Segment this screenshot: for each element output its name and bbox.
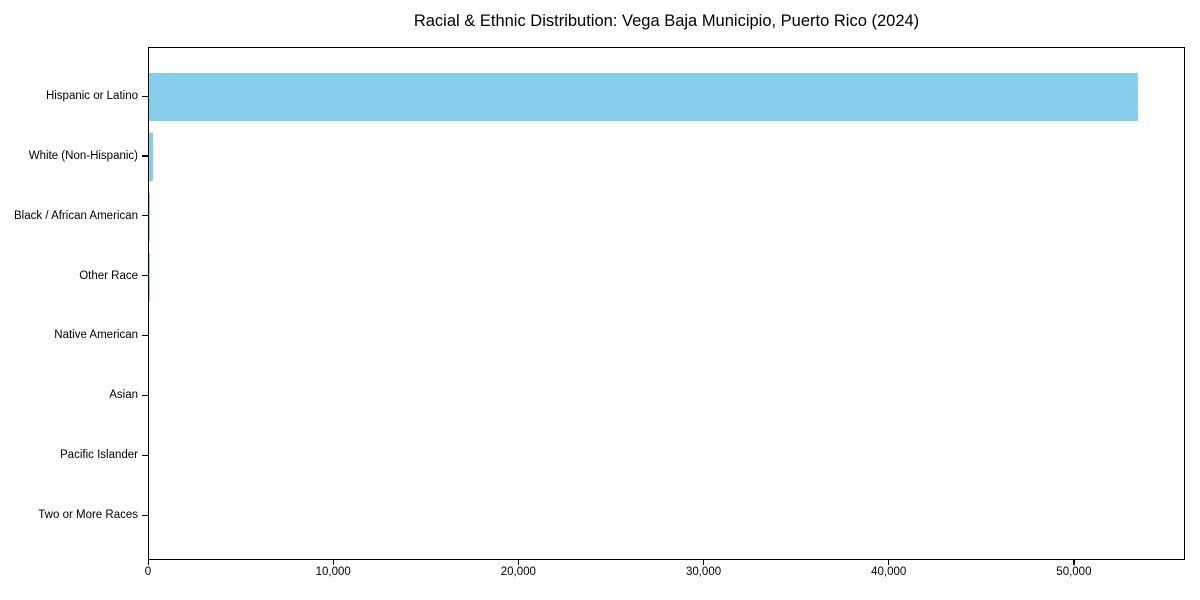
xtick-mark-20,000 xyxy=(517,560,520,565)
bar-white-non-hispanic xyxy=(149,132,154,181)
bar-black-african-american xyxy=(149,192,151,241)
ytick-mark-pacific-islander xyxy=(142,454,148,456)
ytick-label-asian: Asian xyxy=(109,389,138,402)
ytick-mark-native-american xyxy=(142,334,148,337)
ytick-mark-two-or-more-races xyxy=(142,514,148,516)
ytick-mark-hispanic-or-latino xyxy=(142,95,148,97)
ytick-label-pacific-islander: Pacific Islander xyxy=(60,449,138,462)
ytick-label-hispanic-or-latino: Hispanic or Latino xyxy=(45,90,138,102)
xtick-label-30,000: 30,000 xyxy=(685,566,722,578)
xtick-mark-50,000 xyxy=(1073,560,1075,565)
ytick-mark-black-african-american xyxy=(142,215,148,217)
ytick-mark-white-non-hispanic xyxy=(142,155,148,157)
xtick-mark-10,000 xyxy=(332,560,334,565)
bar-hispanic-or-latino xyxy=(149,73,1138,121)
ytick-label-two-or-more-races: Two or More Races xyxy=(38,509,138,522)
xtick-label-20,000: 20,000 xyxy=(500,566,536,578)
ytick-mark-other-race xyxy=(142,275,148,277)
ytick-label-black-african-american: Black / African American xyxy=(14,209,138,222)
xtick-label-50,000: 50,000 xyxy=(1056,566,1092,578)
xtick-label-10,000: 10,000 xyxy=(315,566,351,578)
xtick-label-0: 0 xyxy=(144,566,152,578)
ytick-label-other-race: Other Race xyxy=(79,269,138,282)
xtick-mark-0 xyxy=(147,560,149,565)
ytick-mark-asian xyxy=(142,394,148,396)
ytick-label-white-non-hispanic: White (Non-Hispanic) xyxy=(28,149,138,162)
bar-other-race xyxy=(149,252,150,301)
plot-area xyxy=(148,47,1185,560)
xtick-label-40,000: 40,000 xyxy=(871,566,907,578)
ytick-label-native-american: Native American xyxy=(54,329,138,342)
xtick-mark-30,000 xyxy=(703,560,705,565)
chart-title: Racial & Ethnic Distribution: Vega Baja … xyxy=(413,12,920,30)
xtick-mark-40,000 xyxy=(888,560,890,565)
